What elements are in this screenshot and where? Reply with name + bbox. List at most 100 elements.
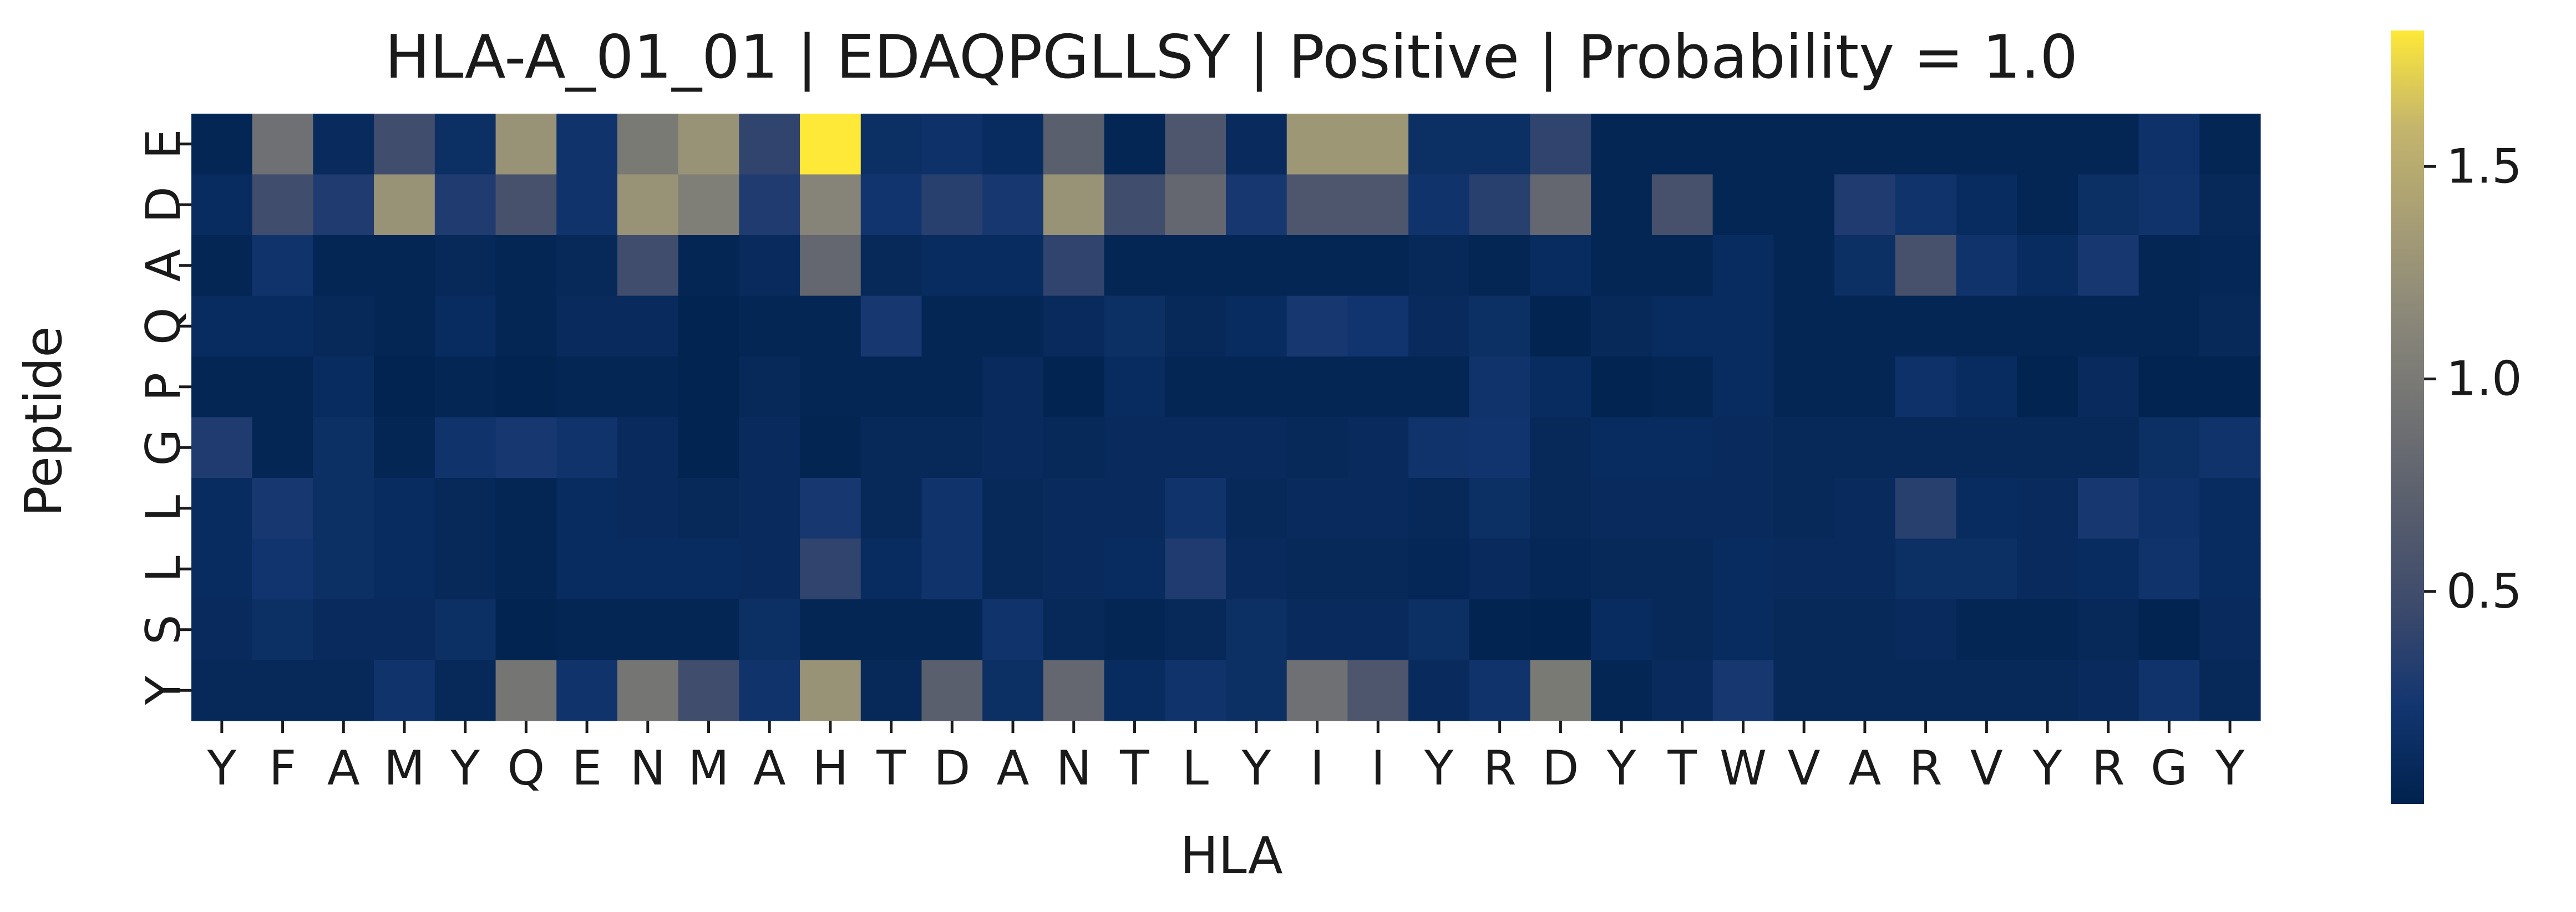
heatmap-cell — [2017, 114, 2078, 175]
heatmap-cell — [1165, 660, 1226, 721]
heatmap-cell — [739, 599, 800, 661]
heatmap-cell — [617, 174, 679, 236]
heatmap-cell — [1712, 295, 1774, 357]
heatmap-cell — [2077, 417, 2139, 478]
heatmap-cell — [374, 235, 435, 297]
heatmap-cell — [617, 417, 679, 478]
heatmap-cell — [434, 478, 496, 539]
heatmap-cell — [1895, 417, 1957, 478]
y-tick-label: E — [136, 129, 191, 159]
heatmap-cell — [921, 478, 983, 539]
heatmap-cell — [1530, 295, 1591, 357]
heatmap-cell — [982, 174, 1044, 236]
heatmap-cell — [1286, 599, 1348, 661]
heatmap-cell — [1530, 538, 1591, 600]
heatmap-cell — [1773, 356, 1835, 418]
x-tick-label: R — [1909, 741, 1943, 796]
heatmap-cell — [1104, 295, 1165, 357]
heatmap-cell — [921, 417, 983, 478]
heatmap-cell — [739, 478, 800, 539]
heatmap-cell — [252, 114, 314, 175]
heatmap-cell — [434, 295, 496, 357]
heatmap-cell — [313, 599, 374, 661]
heatmap-cell — [191, 235, 253, 297]
heatmap-cell — [313, 114, 374, 175]
heatmap-cell — [678, 417, 739, 478]
heatmap-cell — [1286, 356, 1348, 418]
heatmap-cell — [1226, 356, 1287, 418]
heatmap-cell — [678, 174, 739, 236]
x-tick-label: H — [813, 741, 849, 796]
colorbar-tick-label: 1.5 — [2446, 139, 2522, 194]
heatmap-cell — [739, 356, 800, 418]
heatmap-cell — [1834, 114, 1896, 175]
heatmap-cell — [739, 235, 800, 297]
heatmap-cell — [1773, 174, 1835, 236]
heatmap-cell — [1956, 538, 2017, 600]
heatmap-cell — [1043, 660, 1105, 721]
heatmap-cell — [2077, 114, 2139, 175]
heatmap-cell — [1834, 660, 1896, 721]
x-tick-label: A — [1848, 741, 1881, 796]
heatmap-cell — [1469, 114, 1531, 175]
heatmap-cell — [1043, 114, 1105, 175]
y-tick-label: L — [136, 556, 191, 582]
x-tick-label: D — [1542, 741, 1579, 796]
heatmap-cell — [678, 235, 739, 297]
heatmap-cell — [1469, 660, 1531, 721]
heatmap-cell — [982, 660, 1044, 721]
heatmap-cell — [313, 417, 374, 478]
heatmap-cell — [313, 478, 374, 539]
heatmap-cell — [495, 114, 557, 175]
heatmap-cell — [1651, 235, 1713, 297]
heatmap-cell — [860, 478, 922, 539]
heatmap-cell — [2199, 356, 2261, 418]
heatmap-cell — [1226, 417, 1287, 478]
heatmap-cell — [1104, 660, 1165, 721]
x-tick-label: D — [934, 741, 970, 796]
heatmap-cell — [1226, 295, 1287, 357]
heatmap-cell — [2077, 599, 2139, 661]
heatmap-cell — [1043, 235, 1105, 297]
heatmap-cell — [1226, 538, 1287, 600]
heatmap-cell — [1104, 356, 1165, 418]
heatmap-cell — [1712, 660, 1774, 721]
heatmap-cell — [1043, 295, 1105, 357]
heatmap-cell — [2017, 356, 2078, 418]
heatmap-cell — [252, 235, 314, 297]
heatmap-cell — [800, 417, 861, 478]
heatmap-cell — [860, 295, 922, 357]
heatmap-cell — [1956, 174, 2017, 236]
x-tick-label: Q — [508, 741, 545, 796]
heatmap-cell — [2138, 356, 2200, 418]
heatmap-cell — [1834, 174, 1896, 236]
heatmap-cell — [495, 538, 557, 600]
heatmap-cell — [1895, 114, 1957, 175]
heatmap-cell — [495, 174, 557, 236]
heatmap-cell — [374, 538, 435, 600]
heatmap-cell — [252, 356, 314, 418]
heatmap-cell — [982, 235, 1044, 297]
heatmap-cell — [1104, 114, 1165, 175]
heatmap-cell — [2017, 660, 2078, 721]
y-tick-label: Y — [136, 676, 191, 706]
x-tick-label: Y — [1424, 741, 1454, 796]
heatmap-cell — [556, 417, 618, 478]
heatmap-cell — [2017, 478, 2078, 539]
heatmap-cell — [1591, 295, 1652, 357]
heatmap-cell — [860, 356, 922, 418]
heatmap-cell — [1347, 660, 1409, 721]
heatmap-cell — [2138, 417, 2200, 478]
heatmap-cell — [1165, 295, 1226, 357]
heatmap-cell — [191, 295, 253, 357]
heatmap-cell — [1165, 174, 1226, 236]
heatmap-cell — [2077, 478, 2139, 539]
heatmap-cell — [921, 599, 983, 661]
heatmap-cell — [1651, 599, 1713, 661]
heatmap-cell — [1712, 114, 1774, 175]
heatmap-cell — [252, 295, 314, 357]
heatmap-cell — [1895, 174, 1957, 236]
heatmap-cell — [191, 114, 253, 175]
heatmap-cell — [800, 599, 861, 661]
heatmap-cell — [2017, 538, 2078, 600]
